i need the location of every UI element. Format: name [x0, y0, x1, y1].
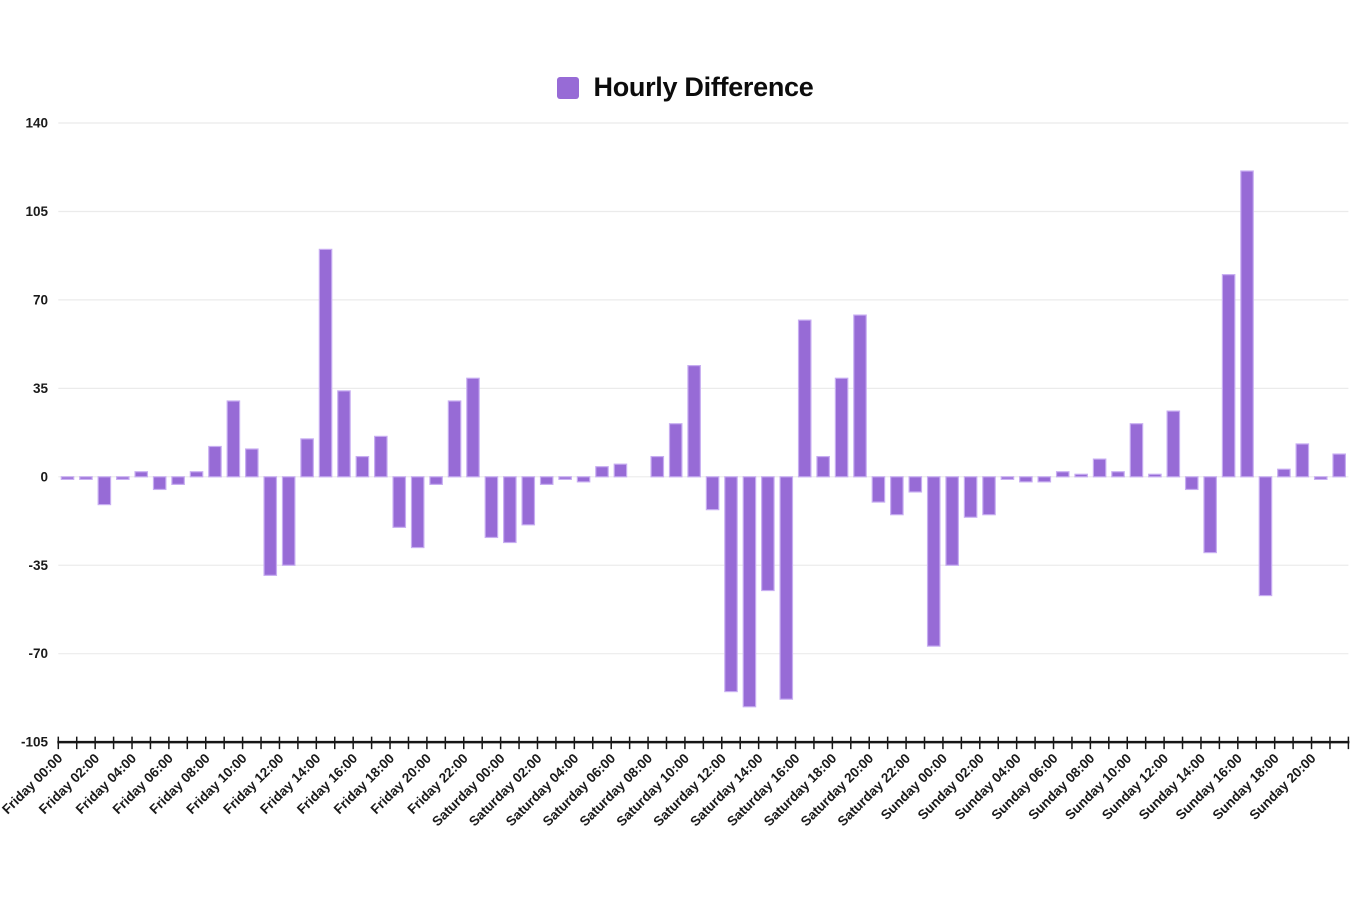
bar: [447, 400, 462, 478]
bar: [503, 476, 517, 544]
chart-legend: Hourly Difference: [0, 72, 1370, 103]
bar: [97, 476, 112, 506]
bar: [761, 476, 775, 592]
bar: [890, 476, 904, 516]
bar: [116, 476, 130, 480]
y-axis-label: 0: [40, 469, 48, 484]
legend-swatch-icon[interactable]: [556, 76, 579, 99]
bar: [318, 248, 333, 478]
x-axis-label: Sunday 20:00: [1247, 751, 1319, 823]
bar: [1037, 476, 1052, 483]
bar: [263, 476, 278, 576]
bar: [1221, 274, 1236, 478]
bar: [171, 476, 185, 485]
bar: [374, 435, 388, 478]
bar: [1184, 476, 1199, 491]
bar: [208, 445, 222, 478]
bar: [963, 476, 978, 518]
bar: [1258, 476, 1273, 597]
bar: [724, 476, 738, 693]
bar: [595, 466, 609, 478]
bar: [705, 476, 720, 511]
bar: [1092, 458, 1107, 478]
bar: [576, 476, 591, 483]
bar: [982, 476, 996, 516]
bar: [1000, 476, 1015, 480]
bar: [1332, 453, 1346, 478]
bar: [687, 365, 701, 478]
bar: [816, 455, 830, 478]
y-axis-label: 35: [33, 381, 49, 396]
bar: [1074, 473, 1088, 478]
bar: [410, 476, 425, 549]
bar: [1055, 471, 1070, 478]
bar: [945, 476, 959, 566]
bar: [152, 476, 167, 491]
bar: [1111, 471, 1125, 478]
bar: [1295, 443, 1310, 478]
bar: [1203, 476, 1217, 554]
bar: [392, 476, 407, 528]
bar: [558, 476, 572, 480]
bar: [337, 390, 351, 478]
bar: [60, 476, 75, 480]
bar: [650, 455, 665, 478]
bar: [539, 476, 554, 485]
bar: [300, 438, 314, 478]
bar: [134, 471, 149, 478]
y-axis-label: 105: [25, 204, 48, 219]
bar: [1148, 473, 1162, 478]
bar: [521, 476, 536, 526]
bar: [1129, 423, 1144, 478]
bar: [1277, 468, 1291, 478]
bar: [926, 476, 941, 647]
bar: [355, 455, 370, 478]
y-axis-label: 70: [33, 292, 48, 307]
bar: [853, 314, 867, 478]
bar: [466, 377, 480, 478]
bar: [797, 319, 812, 478]
bar: [79, 476, 93, 480]
bar: [779, 476, 794, 700]
bar: [281, 476, 296, 566]
bar: [1240, 170, 1254, 478]
bar: [742, 476, 757, 708]
bar: [834, 377, 849, 478]
bar: [613, 463, 628, 478]
bar: [484, 476, 499, 539]
bar: [1019, 476, 1033, 483]
bar: [429, 476, 443, 485]
bar: [1313, 476, 1328, 480]
chart-title: Hourly Difference: [593, 72, 814, 102]
bar: [245, 448, 259, 478]
bar: [668, 423, 683, 478]
y-axis-label: -105: [21, 735, 49, 750]
bar: [871, 476, 886, 503]
y-axis-label: -70: [28, 646, 48, 661]
y-axis-label: 140: [25, 116, 48, 131]
bar: [226, 400, 241, 478]
bar: [1166, 410, 1181, 478]
bar: [908, 476, 923, 493]
y-axis-label: -35: [28, 558, 48, 573]
bar: [189, 471, 204, 478]
